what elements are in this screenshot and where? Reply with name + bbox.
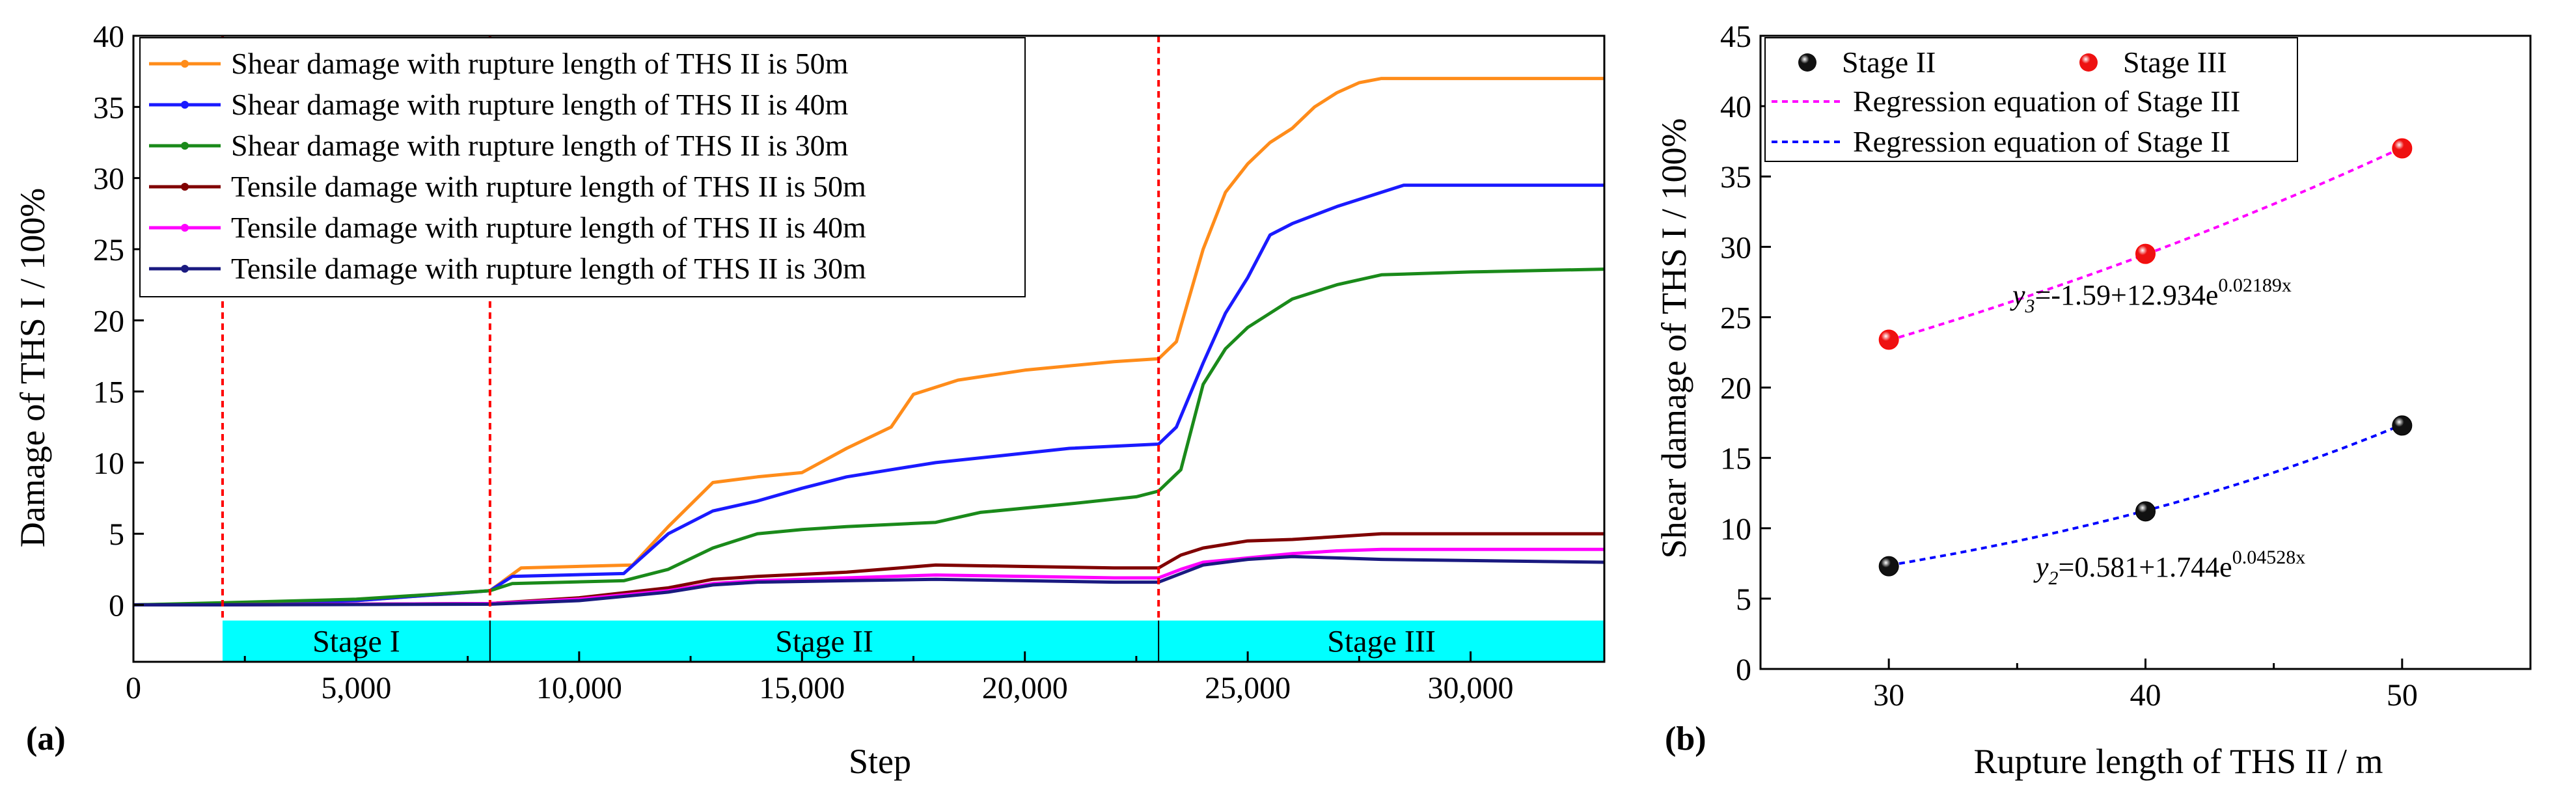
legend-marker [181, 224, 189, 232]
y-tick-label: 25 [93, 233, 124, 267]
y-tick-label: 0 [1736, 653, 1751, 687]
x-tick-label: 30 [1873, 678, 1904, 713]
panel-label-a: (a) [26, 720, 66, 757]
legend-entry: Tensile damage with rupture length of TH… [231, 170, 866, 203]
legend-entry: Stage II [1842, 46, 1936, 79]
legend-entry: Tensile damage with rupture length of TH… [231, 211, 866, 244]
legend-entry: Shear damage with rupture length of THS … [231, 88, 849, 121]
scatter-point-stage-ii [2392, 415, 2413, 436]
stage-band-rect [222, 620, 1604, 662]
stage-boundary-lines [221, 36, 1160, 621]
legend-marker [181, 183, 189, 191]
y-tick-label: 0 [109, 589, 124, 623]
scatter-point-stage-iii [1878, 329, 1899, 350]
y-tick-label: 5 [109, 517, 124, 552]
series-line-6 [133, 554, 1605, 606]
x-tick-label: 5,000 [321, 671, 391, 705]
legend-entry: Tensile damage with rupture length of TH… [231, 252, 866, 285]
regression-equation-2: y2=0.581+1.744e0.04528x [2033, 547, 2305, 589]
y-tick-label: 30 [1720, 230, 1751, 265]
series-line-5 [133, 547, 1604, 606]
y-tick-label: 20 [1720, 372, 1751, 406]
y-tick-label: 45 [1720, 20, 1751, 54]
stage-band: Stage I Stage II Stage III [222, 620, 1604, 662]
equation-exponent: 0.04528 [2232, 547, 2296, 568]
series-line-1 [133, 77, 1604, 606]
y-tick-label: 30 [93, 162, 124, 197]
panel-a-line-chart: Stage I Stage II Stage III 0 5,000 10,000 15,… [13, 20, 1606, 781]
scatter-points [1878, 138, 2413, 577]
regression-equation-3: y3=-1.59+12.934e0.02189x [2010, 275, 2292, 317]
legend-entry: Stage III [2123, 46, 2227, 79]
x-axis-label-a: Step [849, 742, 911, 781]
x-tick-label: 10,000 [536, 671, 622, 705]
x-tick-label: 20,000 [982, 671, 1068, 705]
y-tick-label: 10 [1720, 512, 1751, 547]
y-tick-label: 5 [1736, 582, 1751, 617]
stage-label: Stage III [1327, 624, 1436, 659]
series-line-3 [133, 267, 1605, 606]
series-line-2 [133, 184, 1604, 606]
legend-entry: Shear damage with rupture length of THS … [231, 47, 849, 80]
legend-marker [181, 60, 189, 68]
y-tick-label: 35 [93, 90, 124, 125]
legend-marker [181, 142, 189, 150]
scatter-point-stage-iii [2135, 243, 2156, 264]
y-tick-label: 15 [93, 375, 124, 410]
legend-marker [181, 265, 189, 273]
equation-subscript: 3 [2025, 295, 2035, 317]
legend-marker [181, 101, 189, 109]
scatter-point-stage-ii [2135, 501, 2156, 522]
y-tick-label: 10 [93, 446, 124, 481]
panel-label-b: (b) [1665, 720, 1706, 757]
legend-b: Stage II Stage III Regression equation of … [1764, 37, 2298, 162]
x-tick-label: 0 [126, 671, 141, 705]
legend-entry: Regression equation of Stage II [1853, 125, 2230, 158]
legend-marker [1798, 53, 1816, 72]
y-axis-label-b: Shear damage of THS I / 100% [1654, 118, 1693, 559]
axes-b: 30 40 50 0 5 10 15 20 25 30 35 40 45 [1720, 20, 2532, 713]
x-tick-label: 30,000 [1428, 671, 1514, 705]
y-tick-label: 20 [93, 304, 124, 338]
x-tick-label: 40 [2130, 678, 2161, 713]
y-tick-label: 40 [1720, 90, 1751, 124]
x-axis-label-b: Rupture length of THS II / m [1974, 742, 2383, 781]
stage-label: Stage II [775, 624, 873, 659]
scatter-point-stage-ii [1878, 556, 1899, 577]
x-tick-label: 15,000 [759, 671, 845, 705]
equation-variable: y [2010, 279, 2025, 311]
equation-x: x [2282, 275, 2292, 296]
x-tick-label: 50 [2387, 678, 2418, 713]
legend-a: Shear damage with rupture length of THS … [139, 37, 1026, 297]
damage-series-lines [133, 77, 1605, 606]
equation-x: x [2295, 547, 2305, 568]
legend-box-b [1764, 37, 2298, 162]
scatter-point-stage-iii [2392, 138, 2413, 159]
equation-rhs: =0.581+1.744e [2059, 551, 2232, 583]
equation-variable: y [2033, 551, 2049, 583]
plot-frame-a [132, 34, 1606, 663]
equation-rhs: =-1.59+12.934e [2035, 279, 2219, 311]
x-tick-label: 25,000 [1205, 671, 1291, 705]
legend-entry: Regression equation of Stage III [1853, 85, 2240, 118]
regression-curve-2 [1888, 423, 2403, 567]
axes-a: 0 5,000 10,000 15,000 20,000 25,000 30,000 0 5 10… [93, 20, 1606, 705]
y-tick-label: 15 [1720, 442, 1751, 476]
legend-entry: Shear damage with rupture length of THS … [231, 129, 849, 162]
y-axis-label-a: Damage of THS I / 100% [13, 188, 52, 547]
regression-equations: y3=-1.59+12.934e0.02189xy2=0.581+1.744e0… [2010, 275, 2305, 589]
series-line-4 [133, 532, 1604, 606]
y-tick-label: 40 [93, 20, 124, 54]
y-tick-label: 35 [1720, 160, 1751, 195]
y-tick-label: 25 [1720, 301, 1751, 335]
legend-box-a [139, 37, 1026, 297]
equation-subscript: 2 [2049, 567, 2059, 589]
equation-exponent: 0.02189 [2218, 275, 2282, 296]
legend-marker [2079, 53, 2098, 72]
